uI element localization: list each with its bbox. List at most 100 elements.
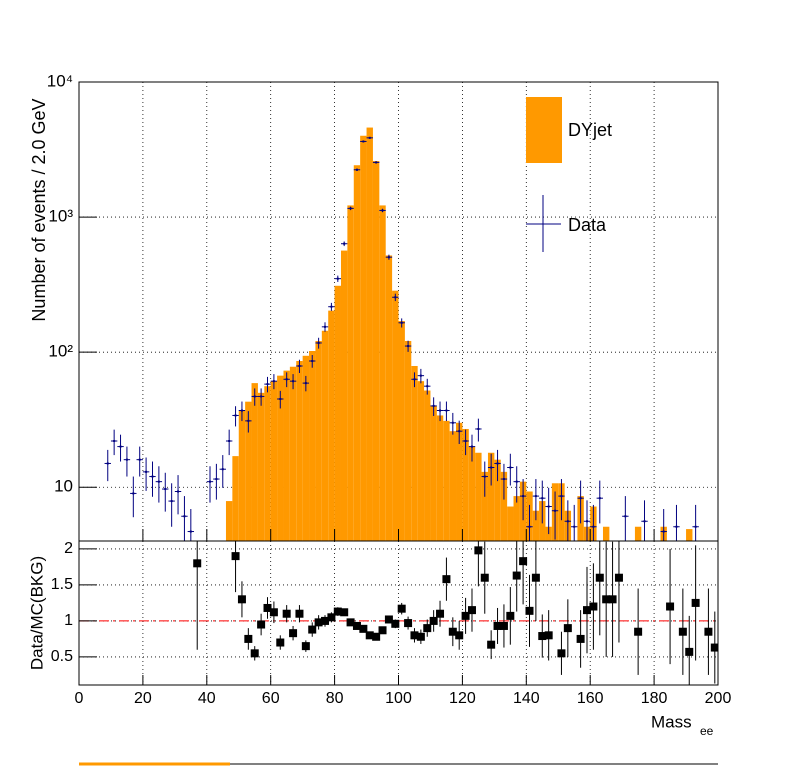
histogram-bar bbox=[360, 135, 367, 541]
histogram-bar bbox=[251, 383, 258, 541]
histogram-bar bbox=[602, 526, 610, 541]
histogram-bar bbox=[232, 456, 239, 541]
histogram-bar bbox=[321, 330, 329, 541]
legend-label: DYjet bbox=[568, 120, 612, 140]
histogram-bar bbox=[334, 285, 341, 541]
data-point bbox=[487, 640, 496, 649]
data-point bbox=[608, 595, 617, 604]
data-point bbox=[269, 608, 278, 617]
data-point bbox=[678, 627, 687, 636]
data-point bbox=[455, 631, 464, 640]
histogram-bar bbox=[404, 340, 412, 541]
histogram-bar bbox=[507, 506, 514, 541]
data-point bbox=[563, 624, 572, 633]
data-point bbox=[666, 602, 675, 611]
histogram-bar bbox=[462, 428, 469, 541]
data-point bbox=[244, 634, 253, 643]
histogram-bar bbox=[283, 370, 290, 541]
histogram-bar bbox=[385, 255, 393, 541]
histogram-bar bbox=[443, 420, 450, 541]
data-point bbox=[442, 575, 451, 584]
data-point bbox=[461, 611, 470, 620]
data-point bbox=[295, 609, 304, 618]
data-point bbox=[333, 607, 342, 616]
data-point bbox=[589, 602, 598, 611]
data-point bbox=[404, 619, 413, 628]
data-point bbox=[410, 631, 419, 640]
x-tick-label: 20 bbox=[134, 690, 152, 707]
histogram-bar bbox=[270, 381, 278, 541]
histogram-bar bbox=[436, 415, 444, 541]
data-point bbox=[685, 647, 694, 656]
data-point bbox=[583, 606, 592, 615]
x-tick-label: 0 bbox=[75, 690, 84, 707]
data-point bbox=[544, 631, 553, 640]
data-point bbox=[372, 632, 381, 641]
histogram-bar bbox=[500, 471, 508, 541]
histogram-bar bbox=[315, 340, 322, 541]
histogram-bar bbox=[449, 431, 457, 541]
data-point bbox=[359, 624, 368, 633]
histogram-bar bbox=[411, 365, 418, 541]
y-tick-label: 10 bbox=[54, 477, 73, 496]
data-point bbox=[557, 649, 566, 658]
data-point bbox=[538, 632, 547, 641]
data-point bbox=[576, 634, 585, 643]
data-point bbox=[314, 618, 323, 627]
y-tick-label: 10⁴ bbox=[47, 71, 73, 90]
data-point bbox=[231, 552, 240, 561]
data-point bbox=[327, 613, 336, 622]
histogram-bar bbox=[245, 401, 252, 541]
data-point bbox=[448, 627, 457, 636]
x-tick-label: 60 bbox=[262, 690, 280, 707]
ratio-plot-area bbox=[79, 541, 718, 685]
data-point bbox=[384, 615, 393, 624]
data-point bbox=[416, 632, 425, 641]
histogram-bar bbox=[372, 161, 380, 541]
data-point bbox=[276, 638, 285, 647]
x-tick-label: 100 bbox=[385, 690, 412, 707]
data-point bbox=[525, 606, 534, 615]
x-tick-label: 120 bbox=[449, 690, 476, 707]
data-point bbox=[480, 573, 489, 582]
data-point bbox=[257, 620, 266, 629]
x-tick-label: 40 bbox=[198, 690, 216, 707]
histogram-bar bbox=[353, 165, 361, 541]
data-point bbox=[391, 619, 400, 628]
ratio-frame bbox=[78, 540, 719, 686]
histogram-bar bbox=[257, 392, 265, 541]
histogram-bar bbox=[686, 529, 693, 541]
histogram-bar bbox=[392, 290, 399, 541]
histogram-bar bbox=[296, 361, 303, 541]
data-point bbox=[352, 621, 361, 630]
x-axis-title-subscript: ee bbox=[700, 724, 714, 738]
histogram-bar bbox=[398, 321, 405, 541]
histogram-bar bbox=[430, 405, 437, 541]
data-point bbox=[321, 616, 330, 625]
data-point bbox=[282, 609, 291, 618]
x-tick-label: 80 bbox=[326, 690, 344, 707]
data-point bbox=[250, 649, 259, 658]
data-point bbox=[614, 573, 623, 582]
data-point bbox=[595, 573, 604, 582]
data-point bbox=[193, 559, 202, 568]
data-point bbox=[602, 595, 611, 604]
data-point bbox=[436, 609, 445, 618]
data-point bbox=[289, 629, 298, 638]
x-tick-label: 140 bbox=[513, 690, 540, 707]
x-tick-label: 200 bbox=[705, 690, 732, 707]
histogram-bar bbox=[347, 205, 354, 541]
data-point bbox=[634, 627, 643, 636]
x-tick-label: 180 bbox=[641, 690, 668, 707]
y-tick-label: 1.5 bbox=[51, 576, 73, 593]
histogram-bar bbox=[328, 310, 335, 541]
histogram-bar bbox=[424, 390, 431, 541]
histogram-bar bbox=[238, 410, 246, 541]
data-point bbox=[423, 624, 432, 633]
histogram-bar bbox=[481, 471, 488, 541]
data-point bbox=[365, 631, 374, 640]
data-point bbox=[519, 557, 528, 566]
histogram-bar bbox=[264, 386, 271, 541]
histogram-bar bbox=[309, 351, 316, 541]
y-tick-label: 1 bbox=[64, 612, 73, 629]
